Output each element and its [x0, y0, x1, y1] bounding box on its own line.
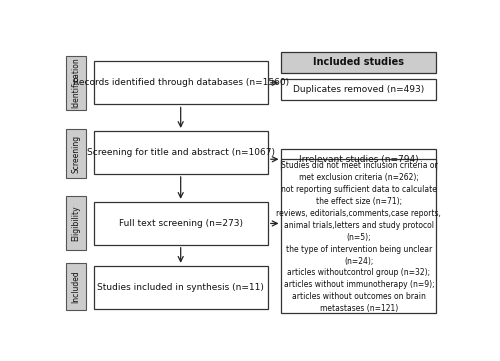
Text: met exclusion criteria (n=262);: met exclusion criteria (n=262);	[299, 173, 419, 182]
Bar	[94, 202, 268, 245]
Text: (n=5);: (n=5);	[346, 233, 371, 242]
Text: Included studies: Included studies	[314, 57, 404, 68]
Bar	[94, 61, 268, 104]
Bar	[66, 130, 86, 178]
Text: the effect size (n=71);: the effect size (n=71);	[316, 197, 402, 206]
Text: Irrelevant studies (n=794): Irrelevant studies (n=794)	[299, 155, 418, 164]
Text: Screening: Screening	[72, 135, 80, 173]
Text: Screening for title and abstract (n=1067): Screening for title and abstract (n=1067…	[86, 148, 274, 157]
Bar	[282, 149, 436, 170]
Bar	[66, 196, 86, 251]
Text: not reporting sufficient data to calculate: not reporting sufficient data to calcula…	[281, 185, 437, 194]
Text: animal trials,letters and study protocol: animal trials,letters and study protocol	[284, 221, 434, 230]
Bar	[66, 263, 86, 310]
Text: articles withoutcontrol group (n=32);: articles withoutcontrol group (n=32);	[288, 269, 430, 278]
Bar	[282, 159, 436, 313]
Text: (n=24);: (n=24);	[344, 257, 374, 266]
Text: Identification: Identification	[72, 57, 80, 108]
Text: Duplicates removed (n=493): Duplicates removed (n=493)	[294, 86, 424, 94]
Text: articles without immunotherapy (n=9);: articles without immunotherapy (n=9);	[284, 280, 434, 290]
Text: reviews, editorials,comments,case reports,: reviews, editorials,comments,case report…	[276, 209, 442, 218]
Text: Studies included in synthesis (n=11): Studies included in synthesis (n=11)	[97, 283, 264, 292]
Text: Included: Included	[72, 270, 80, 303]
Text: Eligibility: Eligibility	[72, 205, 80, 241]
Text: Records identified through databases (n=1560): Records identified through databases (n=…	[72, 78, 289, 87]
Bar	[66, 56, 86, 110]
Text: metastases (n=121): metastases (n=121)	[320, 304, 398, 313]
Text: Full text screening (n=273): Full text screening (n=273)	[118, 219, 242, 228]
Text: articles without outcomes on brain: articles without outcomes on brain	[292, 292, 426, 301]
Bar	[282, 79, 436, 100]
Text: the type of intervention being unclear: the type of intervention being unclear	[286, 245, 432, 254]
Bar	[94, 131, 268, 174]
Bar	[94, 266, 268, 309]
Text: Studies did not meet inclusion criteria or: Studies did not meet inclusion criteria …	[280, 161, 438, 170]
Bar	[282, 52, 436, 73]
